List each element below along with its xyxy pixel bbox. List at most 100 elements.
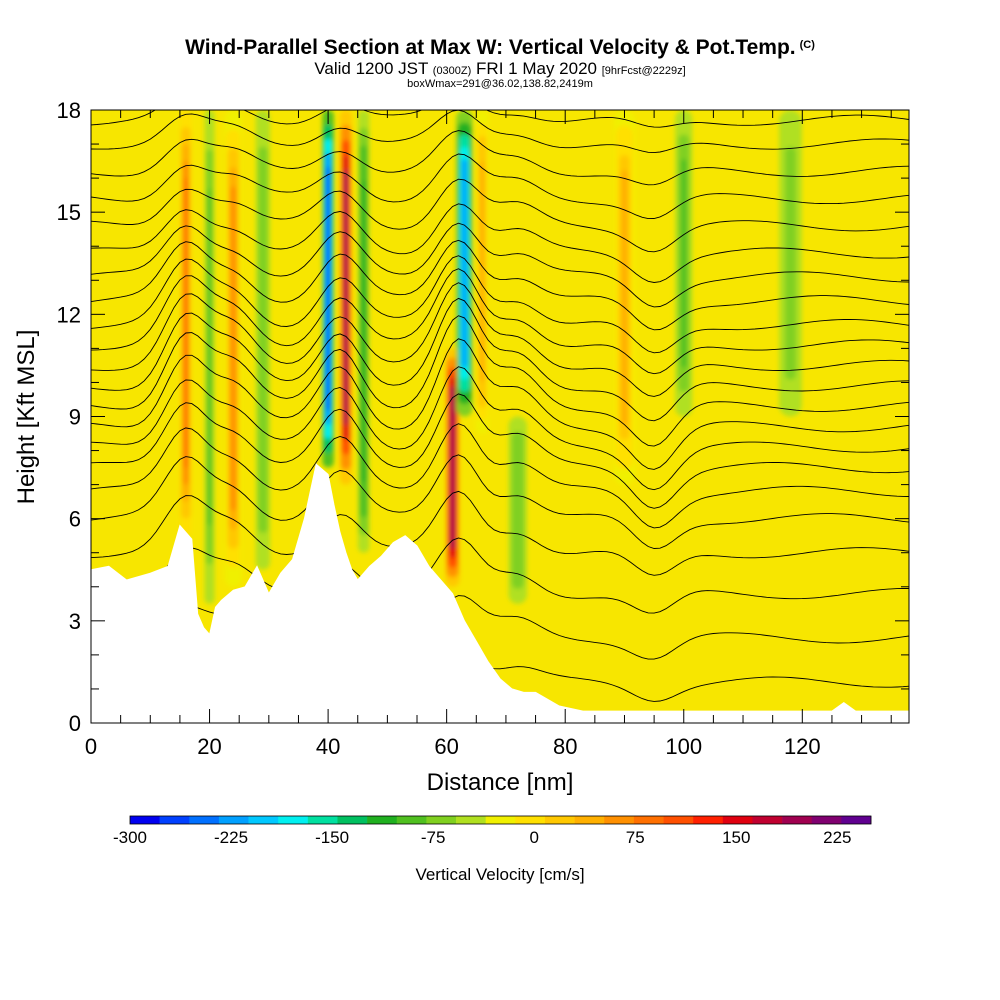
colorbar-segment [515,816,546,824]
isentrope-line [91,490,909,576]
velocity-band [480,161,485,382]
x-axis-title: Distance [nm] [427,769,574,796]
colorbar-segment [278,816,309,824]
valid-utc: (0300Z) [432,65,472,77]
colorbar [129,815,872,825]
colorbar-segment [189,816,220,824]
plot-area [91,110,909,723]
colorbar-tick-label: 225 [823,828,851,847]
x-tick-label: 120 [784,734,821,759]
colorbar-segment [574,816,605,824]
y-tick-label: 12 [57,302,81,327]
isentrope-line [91,239,909,331]
valid-time-line: Valid 1200 JST (0300Z) FRI 1 May 2020 [9… [0,59,1000,79]
isentrope-line [91,203,909,283]
isentrope-line [91,537,909,614]
isentrope-line [91,338,909,470]
y-tick-label: 0 [69,711,81,736]
colorbar-segment [752,816,783,824]
colorbar-segment [396,816,427,824]
colorbar-segment [782,816,813,824]
isentrope-line [91,110,909,154]
velocity-band [260,183,266,497]
y-tick-label: 3 [69,609,81,634]
colorbar-segment [337,816,368,824]
isentrope-line [91,366,909,491]
colorbar-segment [159,816,190,824]
x-tick-label: 100 [665,734,702,759]
velocity-band [230,186,236,511]
velocity-band [461,159,468,368]
colorbar-segment [633,816,664,824]
colorbar-tick-label: 150 [722,828,750,847]
valid-prefix: Valid 1200 JST [314,59,429,78]
isentrope-line [91,153,909,220]
colorbar-title: Vertical Velocity [cm/s] [415,865,584,884]
colorbar-segment [693,816,724,824]
isentrope-line [91,393,909,509]
y-tick-label: 6 [69,507,81,532]
velocity-band [343,169,348,425]
colorbar-segment [367,816,398,824]
x-tick-label: 60 [434,734,458,759]
colorbar-tick-label: -225 [214,828,248,847]
isentrope-line [91,282,909,397]
velocity-band [621,169,628,425]
x-tick-label: 0 [85,734,97,759]
valid-date: FRI 1 May 2020 [476,59,597,78]
velocity-band [184,178,188,468]
colorbar-tick-labels: -300 -225 -150 -75 0 75 150 225 [113,828,852,847]
x-tick-label: 20 [197,734,221,759]
y-axis-title: Height [Kft MSL] [13,330,40,505]
velocity-band [681,159,687,368]
colorbar-segment [456,816,486,824]
axis-ticks [90,109,909,724]
colorbar-tick-label: -300 [113,828,147,847]
colorbar-tick-label: -75 [421,828,446,847]
isentrope-line [91,130,909,186]
colorbar-segment [130,816,160,824]
colorbar-segment [426,816,457,824]
isentrope-line [91,315,909,447]
colorbar-frame [129,815,872,825]
colorbar-tick-label: 75 [626,828,645,847]
chart-title: Wind-Parallel Section at Max W: Vertical… [0,36,1000,60]
colorbar-segment [722,816,753,824]
velocity-band [786,159,795,368]
copyright-mark: (C) [799,39,815,51]
y-tick-label: 18 [57,98,81,123]
velocity-band [514,446,521,574]
colorbar-segment [485,816,516,824]
isentrope-line [91,110,909,128]
isentrope-line [91,423,909,529]
colorbar-segment [841,816,872,824]
forecast-info: [9hrFcst@2229z] [601,65,686,77]
y-tick-labels: 0 3 6 9 12 15 18 [57,98,81,736]
isentrope-line [91,222,909,308]
colorbar-segment [604,816,635,824]
isentrope-line [91,268,909,375]
x-tick-labels: 0 20 40 60 80 100 120 [85,734,821,759]
isentrope-line [91,178,909,253]
terrain-mask [91,463,909,723]
isentrope-line [91,454,909,549]
velocity-band [326,167,330,411]
colorbar-segment [307,816,338,824]
colorbar-segment [248,816,279,824]
y-tick-label: 9 [69,405,81,430]
x-tick-label: 40 [316,734,340,759]
colorbar-segment [663,816,694,824]
colorbar-tick-label: -150 [315,828,349,847]
velocity-field [180,110,802,604]
isentrope-line [91,255,909,354]
velocity-band [450,386,455,549]
colorbar-segment [811,816,842,824]
velocity-band [361,180,366,482]
box-info-line: boxWmax=291@36.02,138.82,2419m [407,78,593,90]
colorbar-tick-label: 0 [529,828,538,847]
y-tick-label: 15 [57,200,81,225]
title-text: Wind-Parallel Section at Max W: Vertical… [185,36,796,59]
colorbar-segment [218,816,249,824]
colorbar-segment [544,816,575,824]
